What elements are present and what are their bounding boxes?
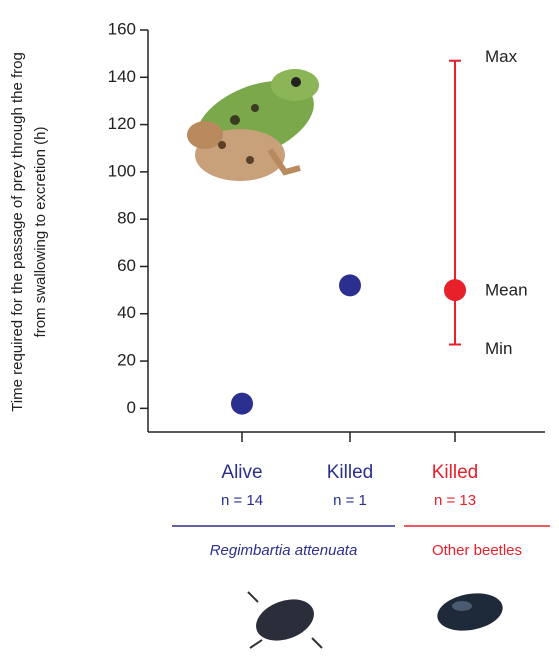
range-label: Min [485,339,512,358]
range-label: Max [485,47,518,66]
chart: 0 20 40 60 80 100 120 140 160 Time required for t… [0,0,559,657]
sample-size: n = 1 [333,492,367,509]
category-label: Alive [221,462,262,483]
y-axis-label: from swallowing to excretion (h) [32,127,49,338]
y-tick-label: 140 [108,67,136,86]
frog-image [185,65,325,181]
y-tick-label: 100 [108,161,136,180]
y-tick-label: 80 [117,209,136,228]
point [231,393,253,415]
point [444,279,466,301]
category-label: Killed [432,462,478,483]
range-label: Mean [485,281,528,300]
y-tick-label: 0 [127,398,136,417]
y-axis-label: Time required for the passage of prey th… [9,52,26,412]
group-label: Regimbartia attenuata [210,542,358,559]
y-tick-label: 40 [117,303,136,322]
point [339,274,361,296]
y-tick-label: 120 [108,114,136,133]
y-tick-label: 160 [108,19,136,38]
sample-size: n = 14 [221,492,263,509]
beetle-image [248,592,322,648]
category-label: Killed [327,462,373,483]
y-tick-label: 60 [117,256,136,275]
group-label: Other beetles [432,542,522,559]
y-tick-label: 20 [117,351,136,370]
beetle-image [434,589,505,636]
sample-size: n = 13 [434,492,476,509]
